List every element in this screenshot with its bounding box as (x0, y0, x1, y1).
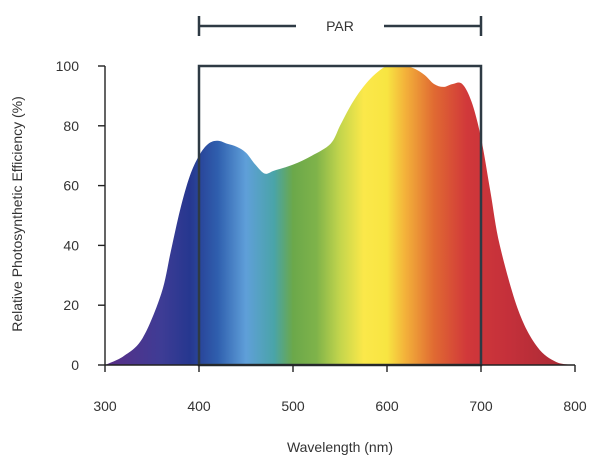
x-tick-label: 800 (563, 398, 587, 414)
x-tick-label: 600 (375, 398, 399, 414)
y-tick-label: 0 (71, 357, 79, 373)
x-tick-label: 500 (281, 398, 305, 414)
y-tick-label: 60 (63, 178, 79, 194)
y-axis-ticks: 0 20 40 60 80 100 (56, 58, 105, 373)
x-tick-label: 400 (187, 398, 211, 414)
plot-area (105, 66, 575, 365)
efficiency-area (105, 66, 575, 365)
par-label: PAR (326, 18, 354, 34)
x-axis-label: Wavelength (nm) (287, 439, 393, 455)
y-axis-label: Relative Photosynthetic Efficiency (%) (9, 96, 25, 332)
axes (104, 66, 575, 366)
y-tick-label: 80 (63, 118, 79, 134)
x-tick-label: 300 (93, 398, 117, 414)
x-tick-label: 700 (469, 398, 493, 414)
y-tick-label: 20 (63, 297, 79, 313)
y-tick-label: 40 (63, 237, 79, 253)
y-tick-label: 100 (56, 58, 80, 74)
x-axis-ticks: 300 400 500 600 700 800 (93, 365, 587, 414)
